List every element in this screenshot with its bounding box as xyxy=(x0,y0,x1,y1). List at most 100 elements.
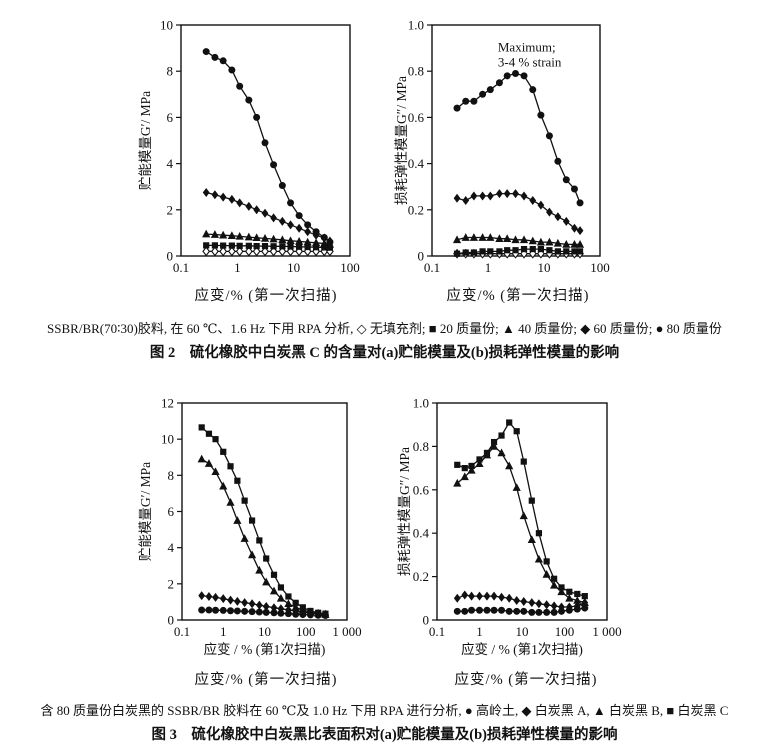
marker-diamond-icon xyxy=(236,198,244,208)
y-tick-label: 0.2 xyxy=(408,202,424,217)
x-tick-label: 1 xyxy=(234,260,241,275)
marker-diamond-icon xyxy=(228,194,236,204)
marker-triangle-icon xyxy=(291,602,300,611)
marker-square-icon xyxy=(551,575,558,582)
marker-square-icon xyxy=(576,248,584,255)
marker-diamond-icon xyxy=(262,601,270,611)
fig3b-plot: 0 0.2 0.4 0.6 0.8 1.0 0.1 1 10 100 1 000 损耗弹性模量G″/ … xyxy=(397,396,622,658)
series-line-diamond xyxy=(206,191,331,242)
marker-circle-icon xyxy=(236,82,244,90)
marker-diamond-icon xyxy=(453,193,461,203)
marker-diamond-icon xyxy=(248,599,256,609)
marker-triangle-icon xyxy=(519,511,528,520)
marker-diamond-icon xyxy=(513,595,521,605)
figure3-note: 含 80 质量份白炭黑的 SSBR/BR 胶料在 60 ℃及 1.0 Hz 下用… xyxy=(40,703,729,718)
marker-diamond-icon xyxy=(261,208,269,218)
marker-circle-icon xyxy=(304,221,312,229)
marker-diamond-icon xyxy=(227,595,234,605)
marker-diamond-icon xyxy=(245,201,253,211)
marker-triangle-icon xyxy=(527,535,536,544)
marker-triangle-icon xyxy=(519,235,529,244)
marker-triangle-icon xyxy=(235,231,244,240)
y-tick-label: 0 xyxy=(418,249,425,264)
y-axis-label: 贮能模量G′/ MPa xyxy=(138,462,153,561)
marker-square-icon xyxy=(234,477,241,484)
marker-triangle-icon xyxy=(467,465,476,474)
marker-triangle-icon xyxy=(247,550,257,559)
marker-diamond-icon xyxy=(255,600,263,610)
marker-triangle-icon xyxy=(534,554,544,563)
marker-circle-icon xyxy=(570,185,578,193)
marker-circle-icon xyxy=(295,212,303,220)
marker-open-diamond-icon xyxy=(219,246,228,257)
series-line-diamond xyxy=(456,192,581,232)
marker-triangle-icon xyxy=(550,580,559,589)
marker-diamond-icon xyxy=(512,189,519,199)
marker-circle-icon xyxy=(479,90,487,98)
series-line-circle xyxy=(456,72,581,204)
marker-square-icon xyxy=(537,245,544,253)
x-axis-label-fig2a: 应变/% (第一次扫描) xyxy=(194,288,338,304)
marker-triangle-icon xyxy=(311,238,321,247)
marker-triangle-icon xyxy=(575,240,585,248)
marker-triangle-icon xyxy=(497,448,506,457)
marker-triangle-icon xyxy=(219,481,228,490)
marker-triangle-icon xyxy=(202,229,211,238)
x-tick-label: 100 xyxy=(555,624,575,639)
y-tick-label: 0.6 xyxy=(408,110,425,125)
marker-triangle-icon xyxy=(210,230,220,238)
marker-square-icon xyxy=(287,243,294,250)
marker-circle-icon xyxy=(543,608,551,616)
y-tick-label: 0.4 xyxy=(413,526,430,541)
marker-diamond-icon xyxy=(479,191,486,201)
x-tick-label: 100 xyxy=(590,260,610,275)
series-line-triangle xyxy=(201,458,326,616)
marker-diamond-icon xyxy=(520,597,528,607)
marker-square-icon xyxy=(454,461,461,468)
marker-circle-icon xyxy=(576,199,584,207)
marker-square-icon xyxy=(285,593,292,600)
marker-square-icon xyxy=(203,242,210,249)
marker-square-icon xyxy=(543,558,550,565)
y-tick-label: 4 xyxy=(168,540,175,555)
marker-diamond-icon xyxy=(546,207,553,217)
marker-circle-icon xyxy=(255,608,263,616)
marker-triangle-icon xyxy=(478,233,487,241)
marker-circle-icon xyxy=(529,86,537,94)
marker-square-icon xyxy=(228,242,235,249)
marker-triangle-icon xyxy=(244,232,253,241)
marker-circle-icon xyxy=(581,604,589,612)
marker-open-diamond-icon xyxy=(211,246,219,257)
marker-open-diamond-icon xyxy=(202,246,211,257)
marker-square-icon xyxy=(470,249,477,256)
y-tick-label: 10 xyxy=(160,18,173,33)
x-tick-label: 1 000 xyxy=(332,624,361,639)
marker-diamond-icon xyxy=(470,191,478,201)
marker-diamond-icon xyxy=(241,598,249,608)
marker-diamond-icon xyxy=(295,223,303,233)
marker-circle-icon xyxy=(503,72,511,80)
marker-triangle-icon xyxy=(227,231,236,239)
y-tick-label: 0.6 xyxy=(413,482,430,497)
series-line-square xyxy=(201,426,326,615)
marker-triangle-icon xyxy=(553,238,562,247)
y-axis-label: 损耗弹性模量G″/ MPa xyxy=(394,76,409,205)
x-axis-label-fig3b: 应变/% (第一次扫描) xyxy=(454,672,598,688)
y-tick-label: 0 xyxy=(423,613,430,628)
marker-circle-icon xyxy=(535,608,543,616)
marker-triangle-icon xyxy=(542,570,551,578)
y-axis-label: 贮能模量G′/ MPa xyxy=(138,91,153,190)
marker-triangle-icon xyxy=(226,498,235,506)
marker-open-diamond-icon xyxy=(227,246,236,257)
marker-square-icon xyxy=(253,242,260,250)
chart-fig2b-loss-modulus: 0 0.2 0.4 0.6 0.8 1.0 0.1 1 10 100 损耗弹性模量G″/ MPa Ma… xyxy=(388,6,648,280)
marker-diamond-icon xyxy=(219,594,227,604)
marker-triangle-icon xyxy=(475,459,484,468)
marker-diamond-icon xyxy=(212,592,219,602)
marker-diamond-icon xyxy=(233,596,241,606)
marker-diamond-icon xyxy=(285,605,292,615)
y-tick-label: 0.2 xyxy=(413,569,429,584)
fig2b-plot: 0 0.2 0.4 0.6 0.8 1.0 0.1 1 10 100 损耗弹性模量G″/ MPa Ma… xyxy=(394,18,610,276)
marker-triangle-icon xyxy=(570,240,579,248)
marker-square-icon xyxy=(299,604,306,611)
